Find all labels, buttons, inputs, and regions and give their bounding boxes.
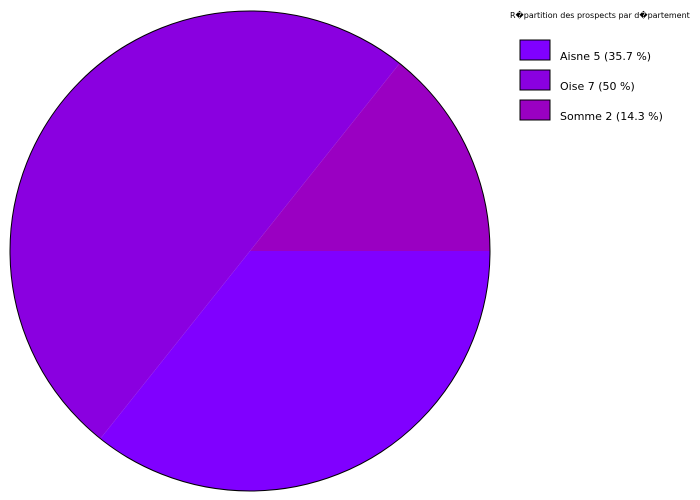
pie-slices — [9, 10, 491, 492]
legend-label-oise: Oise 7 (50 %) — [560, 80, 635, 93]
legend-label-somme: Somme 2 (14.3 %) — [560, 110, 663, 123]
pie-outline — [9, 10, 491, 492]
legend: Aisne 5 (35.7 %) Oise 7 (50 %) Somme 2 (14… — [519, 39, 663, 123]
legend-swatch-somme — [519, 99, 551, 121]
legend-swatch-aisne — [519, 39, 551, 61]
pie-slice-somme — [250, 63, 490, 251]
pie-slice-oise — [10, 10, 400, 439]
legend-swatch-oise — [519, 69, 551, 91]
pie-slice-aisne — [100, 251, 490, 492]
legend-label-aisne: Aisne 5 (35.7 %) — [560, 50, 651, 63]
chart-title: R�partition des prospects par d�partemen… — [510, 10, 690, 20]
